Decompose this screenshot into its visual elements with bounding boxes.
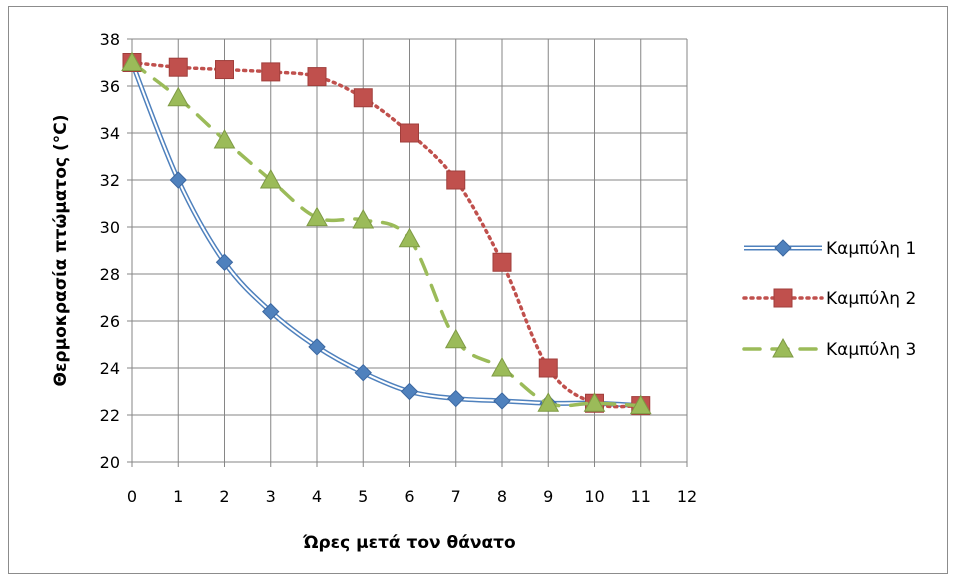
series-3-point: [213, 129, 236, 149]
series-1-point: [262, 302, 280, 321]
legend-marker: [774, 239, 792, 257]
x-tick-label: 4: [312, 487, 322, 506]
x-tick-label: 7: [451, 487, 461, 506]
series-1-point: [215, 253, 234, 271]
series-3-point: [121, 51, 143, 71]
series-3-point: [398, 227, 421, 248]
legend-label: Καμπύλη 3: [826, 340, 916, 360]
x-tick-label: 11: [631, 487, 651, 506]
x-tick-label: 2: [219, 487, 229, 506]
series-layer: [121, 51, 652, 416]
series-2-point: [492, 252, 512, 272]
series-3-point: [352, 208, 375, 229]
legend-marker: [772, 337, 794, 358]
x-tick-label: 1: [173, 487, 183, 506]
x-tick-label: 3: [266, 487, 276, 506]
series-2-point: [168, 57, 188, 77]
legend-item-3: Καμπύλη 3: [742, 337, 916, 360]
x-tick-label: 0: [127, 487, 137, 506]
legend-label: Καμπύλη 1: [826, 239, 916, 259]
legend: Καμπύλη 1 Καμπύλη 2 Καμπύλη 3: [742, 239, 916, 360]
x-tick-label: 9: [543, 487, 553, 506]
x-axis-title: Ώρες μετά τον θάνατο: [302, 533, 515, 553]
x-tick-label: 5: [358, 487, 368, 506]
y-axis-title: Θερμοκρασία πτώματος (°C): [51, 115, 71, 387]
x-tick-label: 10: [584, 487, 604, 506]
series-3-point: [306, 206, 328, 227]
series-3-point: [444, 328, 467, 349]
series-1-point: [354, 363, 372, 382]
y-tick-label: 24: [100, 359, 120, 378]
series-1-point: [400, 382, 419, 401]
x-tick-label: 8: [497, 487, 507, 506]
series-3-point: [259, 168, 282, 189]
series-1-point: [447, 389, 465, 408]
y-tick-label: 34: [100, 124, 120, 143]
legend-item-2: Καμπύλη 2: [742, 288, 916, 309]
series-3: [121, 51, 652, 415]
series-1-point: [169, 171, 187, 189]
series-2-point: [400, 123, 419, 143]
x-tick-label: 12: [677, 487, 697, 506]
legend-marker: [773, 288, 793, 308]
series-3-point: [167, 86, 190, 107]
y-tick-label: 26: [100, 312, 120, 331]
y-tick-label: 28: [100, 265, 120, 284]
y-tick-label: 30: [100, 218, 120, 237]
series-3-point: [583, 392, 606, 412]
series-3-point: [629, 394, 652, 415]
series-1: [123, 53, 650, 415]
series-2-point: [307, 67, 327, 87]
x-tick-label: 6: [404, 487, 414, 506]
y-tick-label: 32: [100, 171, 120, 190]
series-1-point: [308, 338, 326, 356]
legend-label: Καμπύλη 2: [826, 289, 916, 309]
series-2-point: [353, 88, 373, 108]
series-2-point: [261, 62, 281, 82]
series-3-point: [491, 356, 513, 377]
series-2-point: [446, 170, 466, 190]
legend-item-1: Καμπύλη 1: [744, 239, 916, 259]
y-tick-label: 22: [100, 406, 120, 425]
y-tick-label: 36: [100, 77, 120, 96]
y-tick-label: 38: [100, 30, 120, 49]
y-tick-label: 20: [100, 453, 120, 472]
series-2-point: [215, 60, 234, 80]
series-2-point: [538, 358, 558, 378]
series-2: [122, 53, 651, 416]
series-3-point: [537, 392, 560, 412]
series-1-point: [493, 392, 511, 410]
